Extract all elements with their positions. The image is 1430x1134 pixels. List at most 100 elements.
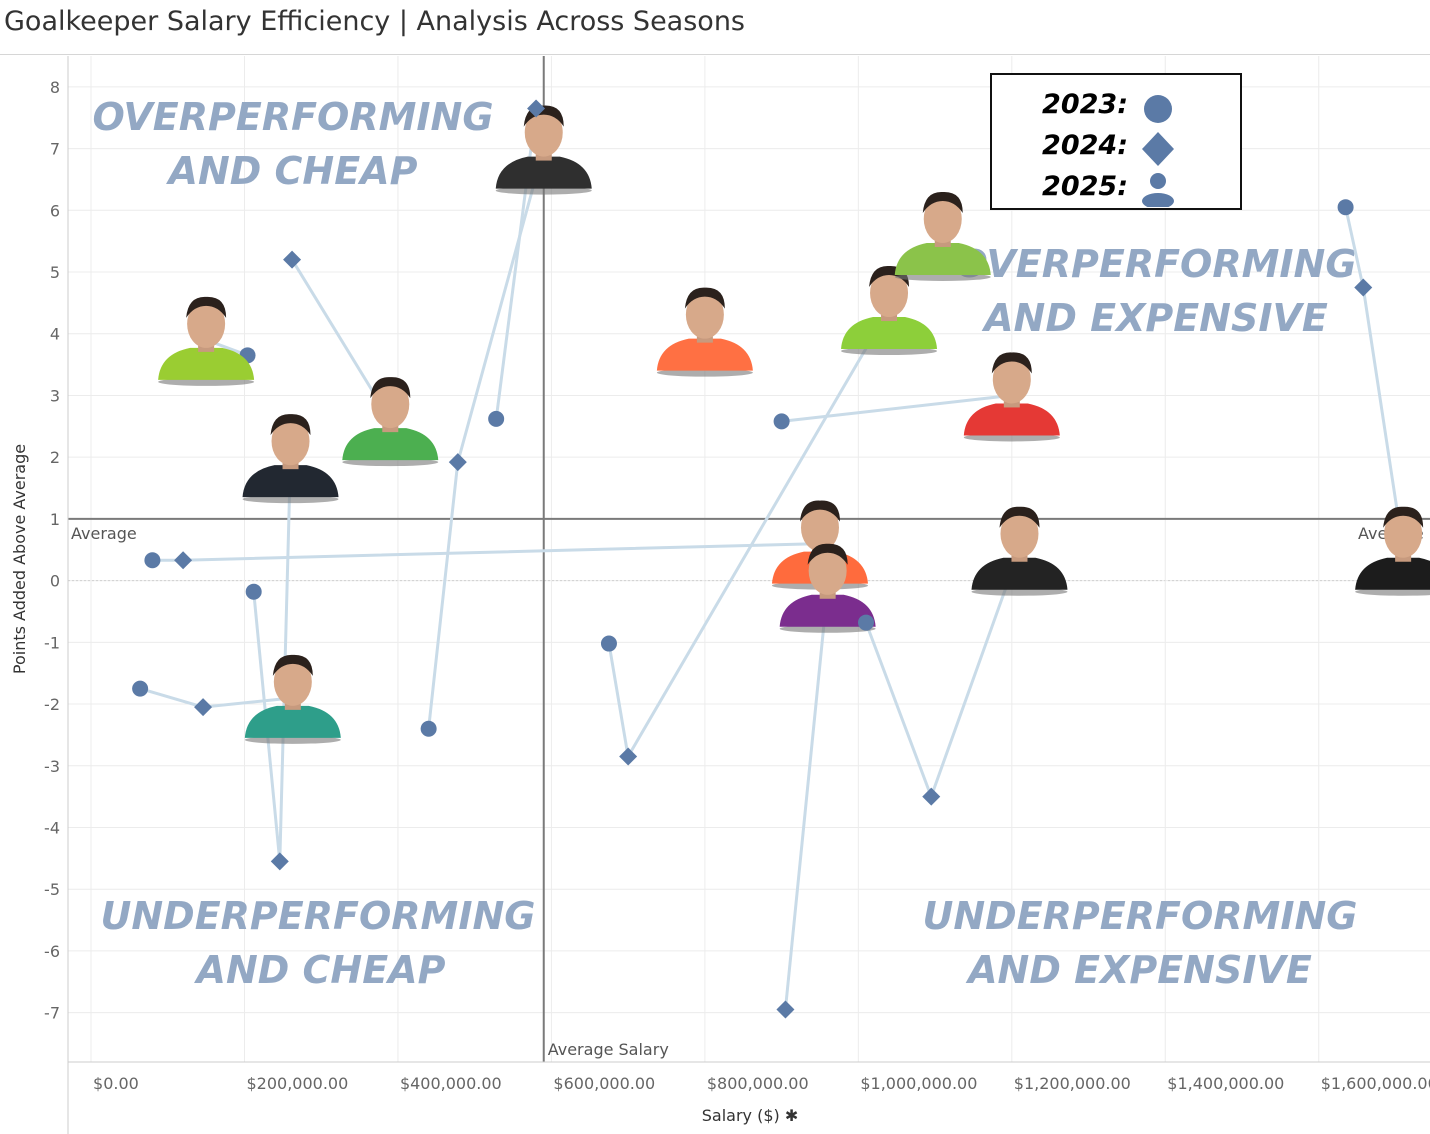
hair-shape (1383, 506, 1424, 528)
jersey-shape (244, 705, 341, 738)
hair-shape (922, 191, 963, 213)
point-2023[interactable] (245, 583, 262, 600)
point-2024[interactable] (619, 747, 638, 766)
x-tick-label: $1,400,000.00 (1167, 1074, 1284, 1093)
point-2024[interactable] (174, 551, 193, 570)
face-shape (923, 194, 962, 243)
title-divider (0, 54, 1430, 55)
y-tick-label: 4 (50, 325, 60, 344)
point-2025-headshot[interactable] (971, 506, 1068, 596)
point-2025-headshot[interactable] (342, 377, 439, 467)
legend-label-2024: 2024: (1042, 130, 1128, 161)
legend-item-2024: 2024: (992, 126, 1240, 166)
face-shape (808, 546, 847, 595)
y-tick-label: -6 (44, 942, 60, 961)
jersey-shape (894, 242, 991, 275)
point-2024[interactable] (1354, 278, 1373, 297)
y-tick-label: 0 (50, 572, 60, 591)
point-2025-headshot[interactable] (963, 352, 1060, 442)
point-2023[interactable] (488, 410, 505, 427)
point-2023[interactable] (144, 552, 161, 569)
jersey-shape (495, 156, 592, 189)
page-title: Goalkeeper Salary Efficiency | Analysis … (4, 6, 745, 37)
point-2024[interactable] (922, 787, 941, 806)
season-connector (494, 108, 538, 420)
point-2023[interactable] (773, 413, 790, 430)
point-2025-headshot[interactable] (244, 654, 341, 744)
y-tick-label: 2 (50, 448, 60, 467)
y-tick-label: 3 (50, 386, 60, 405)
jersey-shape (1355, 557, 1430, 590)
headshot-shadow (1355, 587, 1430, 596)
y-axis-title: Points Added Above Average (10, 444, 29, 674)
face-shape (685, 290, 724, 339)
point-2025-headshot[interactable] (779, 543, 876, 633)
point-2023[interactable] (132, 680, 149, 697)
y-tick-label: -3 (44, 757, 60, 776)
point-2024[interactable] (776, 1000, 795, 1019)
point-2023[interactable] (858, 614, 875, 631)
face-shape (187, 299, 226, 348)
jersey-shape (779, 594, 876, 627)
point-2025-headshot[interactable] (242, 414, 339, 504)
point-2025-headshot[interactable] (158, 296, 255, 386)
hair-shape (799, 500, 840, 522)
y-tick-label: -1 (44, 633, 60, 652)
y-tick-label: -2 (44, 695, 60, 714)
quadrant-bottom-right-line1: UNDERPERFORMING (923, 894, 1358, 938)
average-salary-label: Average Salary (548, 1040, 669, 1059)
quadrant-bottom-right-line2: AND EXPENSIVE (965, 948, 1312, 992)
data-points[interactable] (132, 99, 1430, 1019)
season-connector (427, 148, 546, 729)
legend-item-2025: 2025: (992, 167, 1240, 207)
x-tick-label: $600,000.00 (553, 1074, 655, 1093)
point-2024[interactable] (194, 698, 213, 717)
x-tick-label: $400,000.00 (400, 1074, 502, 1093)
jersey-shape (342, 428, 439, 461)
y-tick-label: -4 (44, 818, 60, 837)
season-connector (781, 393, 1012, 423)
legend: 2023: 2024: 2025: (990, 73, 1242, 210)
x-tick-label: $200,000.00 (246, 1074, 348, 1093)
hair-shape (991, 352, 1032, 374)
season-connector (152, 542, 821, 562)
hair-shape (186, 296, 227, 318)
jersey-shape (971, 557, 1068, 590)
point-2023[interactable] (600, 635, 617, 652)
face-shape (992, 355, 1031, 404)
circle-icon (1144, 95, 1172, 123)
point-2025-headshot[interactable] (656, 287, 753, 377)
point-2023[interactable] (1337, 199, 1354, 216)
point-2024[interactable] (448, 453, 467, 472)
y-tick-label: 1 (50, 510, 60, 529)
face-shape (371, 380, 410, 429)
jersey-shape (242, 465, 339, 498)
reference-lines: AverageAverageAverage Salary (68, 56, 1430, 1062)
y-tick-label: 5 (50, 263, 60, 282)
jersey-shape (841, 317, 938, 350)
point-2023[interactable] (420, 720, 437, 737)
axes: 8 7 6 5 4 3 2 1 0 -1 -2 -3 -4 -5 -6 -7 $0.00 $200,000.00 $… (10, 56, 1430, 1134)
point-2024[interactable] (270, 852, 289, 871)
point-2025-headshot[interactable] (894, 191, 991, 281)
x-tick-label: $1,000,000.00 (860, 1074, 977, 1093)
season-connector (783, 586, 830, 1010)
point-2025-headshot[interactable] (495, 105, 592, 195)
point-2024[interactable] (527, 99, 546, 118)
hair-shape (684, 287, 725, 309)
hair-shape (807, 543, 848, 565)
average-points-label: Average (71, 524, 137, 543)
y-tick-label: 8 (50, 78, 60, 97)
diamond-icon (1142, 132, 1174, 166)
hair-shape (999, 506, 1040, 528)
point-2025-headshot[interactable] (841, 265, 938, 356)
point-2024[interactable] (283, 250, 302, 269)
hair-shape (272, 654, 313, 676)
quadrant-top-left-line2: AND CHEAP (166, 149, 418, 193)
face-shape (800, 503, 839, 552)
jersey-shape (656, 338, 753, 371)
x-tick-label: $0.00 (93, 1074, 139, 1093)
point-2025-headshot[interactable] (1355, 506, 1430, 596)
face-shape (1384, 509, 1423, 558)
